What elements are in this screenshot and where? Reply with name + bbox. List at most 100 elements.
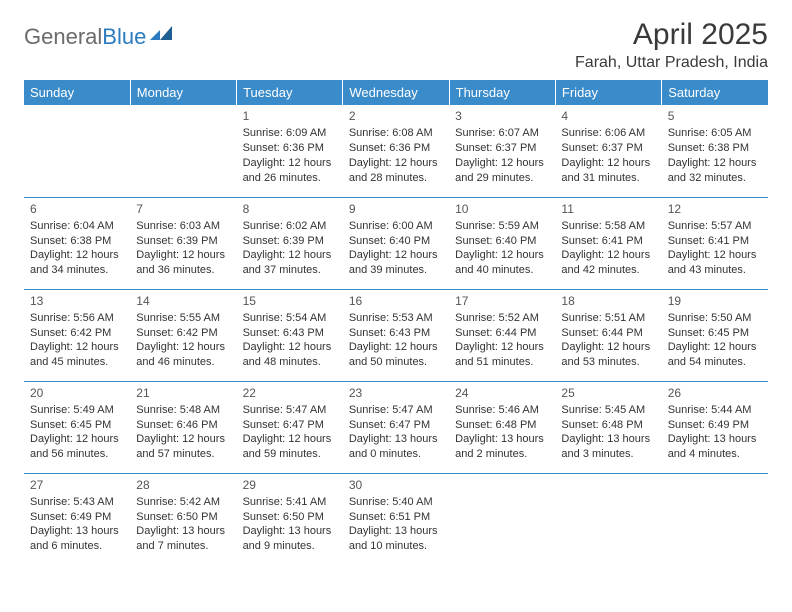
- sunrise-line: Sunrise: 5:47 AM: [349, 403, 443, 418]
- calendar-cell: 29Sunrise: 5:41 AMSunset: 6:50 PMDayligh…: [237, 473, 343, 565]
- sunrise-line: Sunrise: 5:54 AM: [243, 311, 337, 326]
- calendar-cell: 30Sunrise: 5:40 AMSunset: 6:51 PMDayligh…: [343, 473, 449, 565]
- day-number: 9: [349, 201, 443, 217]
- calendar-cell: 26 Sunrise: 5:44 AMSunset: 6:49 PMDayligh…: [662, 381, 768, 473]
- sunrise-line: Sunrise: 5:49 AM: [30, 403, 124, 418]
- day-number: 30: [349, 477, 443, 493]
- sunset-line: Sunset: 6:37 PM: [561, 141, 655, 156]
- title-block: April 2025 Farah, Uttar Pradesh, India: [575, 18, 768, 72]
- calendar-body: 1 Sunrise: 6:09 AMSunset: 6:36 PM Daylight…: [24, 105, 768, 565]
- day-number: 17: [455, 293, 549, 309]
- logo: GeneralBlue: [24, 24, 176, 50]
- daylight-line: Daylight: 12 hours and 36 minutes.: [136, 248, 230, 278]
- day-number: 15: [243, 293, 337, 309]
- sunrise-line: Sunrise: 5:52 AM: [455, 311, 549, 326]
- calendar-cell: 3Sunrise: 6:07 AMSunset: 6:37 PMDaylight…: [449, 105, 555, 197]
- calendar-page: GeneralBlue April 2025 Farah, Uttar Prad…: [0, 0, 792, 583]
- weekday-header: Sunday: [24, 80, 130, 105]
- daylight-line: Daylight: 12 hours and 48 minutes.: [243, 340, 337, 370]
- sunset-line: Sunset: 6:49 PM: [668, 418, 762, 433]
- daylight-line: Daylight: 12 hours and 37 minutes.: [243, 248, 337, 278]
- sunset-line: Sunset: 6:40 PM: [455, 234, 549, 249]
- sunset-line: Sunset: 6:43 PM: [349, 326, 443, 341]
- sunset-line: Sunset: 6:36 PM: [243, 141, 337, 156]
- daylight-line: Daylight: 13 hours and 4 minutes.: [668, 432, 762, 462]
- calendar-cell: 16 Sunrise: 5:53 AMSunset: 6:43 PMDayligh…: [343, 289, 449, 381]
- sunset-line: Sunset: 6:37 PM: [455, 141, 549, 156]
- sunrise-line: Sunrise: 5:55 AM: [136, 311, 230, 326]
- sunrise-line: Sunrise: 6:00 AM: [349, 219, 443, 234]
- sunset-line: Sunset: 6:39 PM: [136, 234, 230, 249]
- daylight-line: Daylight: 12 hours and 28 minutes.: [349, 156, 443, 186]
- day-number: 23: [349, 385, 443, 401]
- sunrise-line: Sunrise: 6:04 AM: [30, 219, 124, 234]
- sunrise-line: Sunrise: 6:09 AM: [243, 126, 337, 141]
- sunset-line: Sunset: 6:48 PM: [455, 418, 549, 433]
- daylight-line: Daylight: 12 hours and 56 minutes.: [30, 432, 124, 462]
- logo-mark-icon: [150, 26, 176, 49]
- sunrise-line: Sunrise: 5:45 AM: [561, 403, 655, 418]
- calendar-cell: 20Sunrise: 5:49 AMSunset: 6:45 PMDayligh…: [24, 381, 130, 473]
- daylight-line: Daylight: 12 hours and 32 minutes.: [668, 156, 762, 186]
- day-number: 1: [243, 108, 337, 124]
- day-number: 6: [30, 201, 124, 217]
- calendar-cell: 6Sunrise: 6:04 AMSunset: 6:38 PMDaylight…: [24, 197, 130, 289]
- calendar-cell: 8Sunrise: 6:02 AMSunset: 6:39 PMDaylight…: [237, 197, 343, 289]
- sunrise-line: Sunrise: 5:50 AM: [668, 311, 762, 326]
- day-number: 26: [668, 385, 762, 401]
- daylight-line: Daylight: 12 hours and 53 minutes.: [561, 340, 655, 370]
- sunset-line: Sunset: 6:43 PM: [243, 326, 337, 341]
- sunset-line: Sunset: 6:39 PM: [243, 234, 337, 249]
- calendar-cell: [555, 473, 661, 565]
- sunrise-line: Sunrise: 5:58 AM: [561, 219, 655, 234]
- sunset-line: Sunset: 6:46 PM: [136, 418, 230, 433]
- sunrise-line: Sunrise: 5:43 AM: [30, 495, 124, 510]
- sunset-line: Sunset: 6:47 PM: [243, 418, 337, 433]
- logo-word-1: General: [24, 24, 102, 49]
- day-number: 29: [243, 477, 337, 493]
- calendar-cell: [130, 105, 236, 197]
- sunset-line: Sunset: 6:44 PM: [561, 326, 655, 341]
- sunset-line: Sunset: 6:48 PM: [561, 418, 655, 433]
- daylight-line: Daylight: 12 hours and 39 minutes.: [349, 248, 443, 278]
- day-number: 12: [668, 201, 762, 217]
- header: GeneralBlue April 2025 Farah, Uttar Prad…: [24, 18, 768, 72]
- sunset-line: Sunset: 6:41 PM: [668, 234, 762, 249]
- sunrise-line: Sunrise: 6:08 AM: [349, 126, 443, 141]
- sunrise-line: Sunrise: 5:44 AM: [668, 403, 762, 418]
- day-number: 5: [668, 108, 762, 124]
- day-number: 16: [349, 293, 443, 309]
- sunrise-line: Sunrise: 6:02 AM: [243, 219, 337, 234]
- day-number: 18: [561, 293, 655, 309]
- day-number: 19: [668, 293, 762, 309]
- daylight-line: Daylight: 12 hours and 59 minutes.: [243, 432, 337, 462]
- sunrise-line: Sunrise: 5:47 AM: [243, 403, 337, 418]
- sunset-line: Sunset: 6:50 PM: [243, 510, 337, 525]
- daylight-line: Daylight: 13 hours and 3 minutes.: [561, 432, 655, 462]
- calendar-cell: 19Sunrise: 5:50 AMSunset: 6:45 PMDayligh…: [662, 289, 768, 381]
- sunrise-line: Sunrise: 6:07 AM: [455, 126, 549, 141]
- sunset-line: Sunset: 6:45 PM: [30, 418, 124, 433]
- daylight-line: Daylight: 12 hours and 45 minutes.: [30, 340, 124, 370]
- weekday-header: Saturday: [662, 80, 768, 105]
- calendar-cell: 4Sunrise: 6:06 AMSunset: 6:37 PMDaylight…: [555, 105, 661, 197]
- calendar-cell: 9Sunrise: 6:00 AMSunset: 6:40 PMDaylight…: [343, 197, 449, 289]
- day-number: 14: [136, 293, 230, 309]
- weekday-header: Monday: [130, 80, 236, 105]
- weekday-header: Tuesday: [237, 80, 343, 105]
- logo-word-2: Blue: [102, 24, 146, 49]
- daylight-line: Daylight: 12 hours and 40 minutes.: [455, 248, 549, 278]
- calendar-cell: [449, 473, 555, 565]
- calendar-cell: 21Sunrise: 5:48 AMSunset: 6:46 PMDayligh…: [130, 381, 236, 473]
- calendar-cell: 2Sunrise: 6:08 AMSunset: 6:36 PMDaylight…: [343, 105, 449, 197]
- sunrise-line: Sunrise: 6:05 AM: [668, 126, 762, 141]
- sunset-line: Sunset: 6:45 PM: [668, 326, 762, 341]
- sunrise-line: Sunrise: 5:42 AM: [136, 495, 230, 510]
- daylight-line: Daylight: 12 hours and 46 minutes.: [136, 340, 230, 370]
- day-number: 7: [136, 201, 230, 217]
- daylight-line: Daylight: 12 hours and 34 minutes.: [30, 248, 124, 278]
- calendar-cell: 10Sunrise: 5:59 AMSunset: 6:40 PMDayligh…: [449, 197, 555, 289]
- sunrise-line: Sunrise: 5:53 AM: [349, 311, 443, 326]
- sunset-line: Sunset: 6:51 PM: [349, 510, 443, 525]
- daylight-line: Daylight: 12 hours and 50 minutes.: [349, 340, 443, 370]
